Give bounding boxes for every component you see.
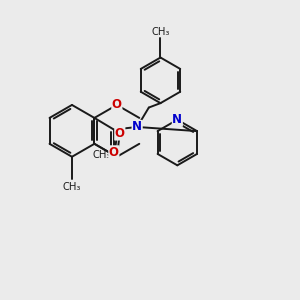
Text: N: N — [132, 121, 142, 134]
Text: O: O — [112, 98, 122, 111]
Text: O: O — [115, 127, 125, 140]
Text: O: O — [109, 146, 119, 159]
Text: CH₃: CH₃ — [151, 27, 170, 37]
Text: N: N — [172, 113, 182, 126]
Text: CH₃: CH₃ — [63, 182, 81, 192]
Text: CH₃: CH₃ — [93, 150, 111, 160]
